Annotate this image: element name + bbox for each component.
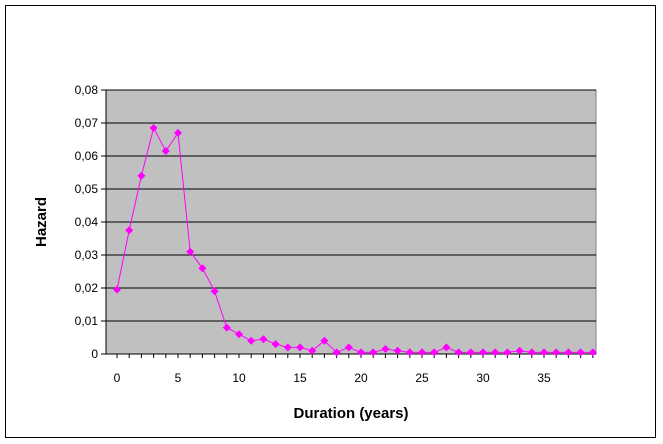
data-point — [527, 348, 536, 357]
y-tick-label: 0 — [91, 347, 98, 361]
y-tick-label: 0,04 — [75, 215, 99, 229]
data-point — [296, 343, 304, 352]
series-hazard — [113, 123, 597, 357]
data-point — [332, 348, 341, 357]
x-tick-label: 0 — [114, 371, 121, 385]
y-tick-label: 0,01 — [75, 314, 99, 328]
data-point — [186, 247, 195, 256]
x-axis-title: Duration (years) — [293, 405, 408, 422]
data-point — [344, 343, 353, 352]
data-point — [491, 348, 500, 357]
data-point — [259, 335, 268, 344]
x-tick-label: 15 — [293, 371, 307, 385]
data-point — [552, 348, 561, 357]
data-point — [161, 147, 170, 156]
data-point — [283, 343, 292, 352]
data-point — [369, 348, 378, 357]
data-point — [430, 348, 439, 357]
y-tick-label: 0,05 — [75, 182, 99, 196]
data-point — [320, 336, 329, 345]
data-point — [198, 264, 207, 273]
gridlines — [106, 89, 596, 322]
y-tick-label: 0,07 — [75, 116, 99, 130]
data-point — [113, 285, 121, 294]
y-axis: 0 0,01 0,02 0,03 0,04 0,05 0,06 0,07 0,08 — [75, 83, 107, 361]
data-point — [357, 348, 365, 357]
x-axis: 0 5 10 15 20 25 30 35 — [106, 353, 596, 385]
data-point — [479, 348, 487, 357]
data-point — [174, 128, 182, 137]
data-point — [125, 226, 134, 235]
data-point — [271, 340, 280, 349]
data-point — [381, 345, 390, 354]
data-point — [247, 336, 256, 345]
x-tick-label: 10 — [232, 371, 246, 385]
y-tick-label: 0,06 — [75, 149, 99, 163]
data-point — [503, 348, 512, 357]
x-tick-label: 25 — [415, 371, 429, 385]
x-tick-label: 30 — [476, 371, 490, 385]
data-point — [515, 346, 524, 355]
y-tick-label: 0,08 — [75, 83, 99, 97]
data-point — [137, 171, 146, 180]
series-line — [116, 126, 593, 353]
data-point — [540, 348, 548, 357]
data-point — [588, 348, 597, 357]
data-point — [576, 348, 585, 357]
x-tick-label: 5 — [175, 371, 182, 385]
data-point — [442, 343, 451, 352]
data-point — [222, 323, 231, 332]
data-point — [149, 123, 158, 132]
y-axis-title: Hazard — [33, 197, 50, 247]
data-point — [454, 348, 463, 357]
data-point — [564, 348, 573, 357]
data-point — [235, 330, 243, 339]
data-point — [308, 346, 317, 355]
data-point — [393, 346, 402, 355]
data-point — [210, 287, 219, 296]
x-tick-label: 20 — [354, 371, 368, 385]
y-tick-label: 0,03 — [75, 248, 99, 262]
y-tick-label: 0,02 — [75, 281, 99, 295]
x-tick-label: 35 — [537, 371, 551, 385]
data-point — [405, 348, 414, 357]
data-point — [466, 348, 475, 357]
data-point — [418, 348, 426, 357]
